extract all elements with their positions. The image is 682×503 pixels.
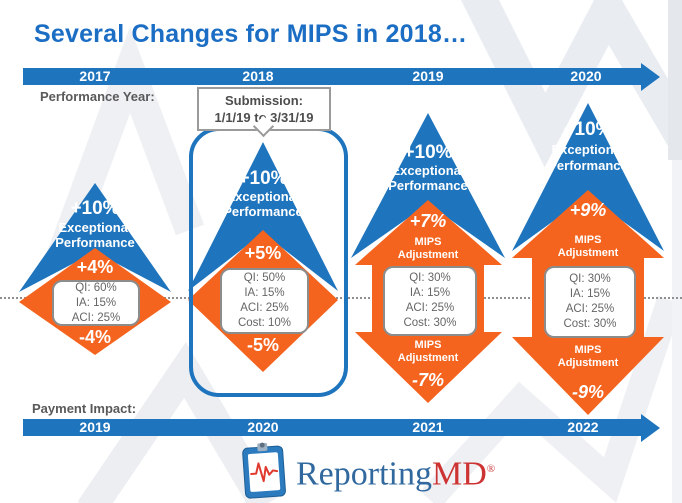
group1-category-ia: IA: 15% (75, 296, 117, 309)
group4-exceptional-line2: Performance (548, 158, 628, 173)
group3-negative-pct: -7% (411, 370, 445, 390)
top-year-2018: 2018 (242, 68, 274, 84)
bottom-year-2020: 2020 (247, 419, 279, 435)
group4-category-cost: Cost: 30% (563, 318, 617, 330)
group2-blue-arrow-shape (188, 142, 338, 291)
group3-adjustment-bottom-line2: Adjustment (397, 352, 459, 364)
group4-category-box: QI: 30% IA: 15% ACI: 25% Cost: 30% (544, 266, 636, 338)
bottom-year-2019: 2019 (79, 419, 111, 435)
group1-blue-arrow-shape (19, 183, 171, 292)
performance-year-timeline-bar (23, 68, 643, 85)
submission-callout: Submission: 1/1/19 to 3/31/19 (197, 87, 331, 131)
payment-impact-label: Payment Impact: (32, 401, 137, 416)
highlight-frame-2018 (189, 127, 348, 397)
group3-adjustment-top-line2: Adjustment (397, 249, 459, 261)
group1-exceptional-line1: Exceptional (58, 220, 132, 235)
group2-exceptional-pct: +10% (238, 168, 288, 189)
dotted-connector-line (0, 297, 682, 299)
group4-adjustment-bottom-line2: Adjustment (557, 357, 619, 369)
group4-category-aci: ACI: 25% (565, 303, 615, 315)
group2-category-ia: IA: 15% (244, 287, 285, 299)
bottom-year-2022: 2022 (567, 419, 599, 435)
group2-category-aci: ACI: 25% (240, 302, 289, 314)
top-year-2019: 2019 (412, 68, 444, 84)
group2-category-cost: Cost: 10% (237, 317, 292, 329)
group3-exceptional-line2: Performance (388, 178, 468, 193)
logo-text-reporting: Reporting (296, 455, 432, 493)
group1-exceptional-line2: Performance (55, 235, 135, 250)
group3-exceptional-line1: Exceptional (391, 163, 465, 178)
group4-negative-pct: -9% (571, 382, 605, 402)
group1-category-box: QI: 60% IA: 15% ACI: 25% (52, 280, 140, 326)
logo-wordmark: ReportingMD® (296, 452, 495, 491)
group2-category-qi: QI: 50% (243, 272, 286, 284)
group2-exceptional-line2: Performance (223, 204, 303, 219)
group3-category-ia: IA: 15% (409, 287, 451, 299)
group3-category-aci: ACI: 25% (405, 302, 455, 314)
logo-text-md: MD (431, 455, 487, 493)
slide-title: Several Changes for MIPS in 2018… (34, 20, 468, 48)
group3-category-box: QI: 30% IA: 15% ACI: 25% Cost: 30% (383, 266, 477, 336)
clipboard-icon (242, 442, 286, 499)
group1-exceptional-pct: +10% (70, 198, 120, 219)
group4-adjustment-bottom-line1: MIPS (574, 344, 602, 356)
group4-category-qi: QI: 30% (569, 273, 611, 285)
group2-positive-pct: +5% (244, 243, 282, 263)
group4-adjustment-top-line1: MIPS (574, 234, 602, 246)
group1-negative-pct: -4% (78, 327, 112, 347)
group4-exceptional-line1: Exceptional (551, 142, 625, 157)
group4-blue-arrow-shape (512, 103, 664, 251)
group3-positive-pct: +7% (409, 211, 447, 231)
performance-year-label: Performance Year: (40, 89, 155, 104)
group2-category-box: QI: 50% IA: 15% ACI: 25% Cost: 10% (220, 268, 309, 334)
payment-impact-timeline-arrowhead (641, 414, 660, 442)
group3-blue-arrow-shape (351, 113, 505, 258)
group2-exceptional-line1: Exceptional (226, 189, 300, 204)
registered-mark: ® (486, 463, 496, 475)
group3-exceptional-pct: +10% (403, 142, 453, 163)
group3-category-qi: QI: 30% (409, 272, 451, 284)
group4-exceptional-pct: +10% (563, 119, 613, 140)
top-year-2017: 2017 (79, 68, 111, 84)
submission-callout-line1: Submission: (224, 93, 303, 108)
group3-adjustment-top-line1: MIPS (414, 236, 442, 248)
payment-impact-timeline-bar (23, 419, 643, 436)
bottom-year-2021: 2021 (412, 419, 444, 435)
group3-adjustment-bottom-line1: MIPS (414, 339, 442, 351)
group1-category-aci: ACI: 25% (71, 311, 121, 324)
group1-category-qi: QI: 60% (75, 281, 117, 294)
performance-year-timeline-arrowhead (641, 63, 660, 91)
group3-category-cost: Cost: 30% (403, 317, 457, 329)
top-year-2020: 2020 (570, 68, 602, 84)
group4-positive-pct: +9% (569, 200, 607, 220)
group1-positive-pct: +4% (76, 257, 114, 277)
group2-negative-pct: -5% (246, 335, 280, 355)
group4-category-ia: IA: 15% (569, 288, 611, 300)
group4-adjustment-top-line2: Adjustment (557, 247, 619, 259)
